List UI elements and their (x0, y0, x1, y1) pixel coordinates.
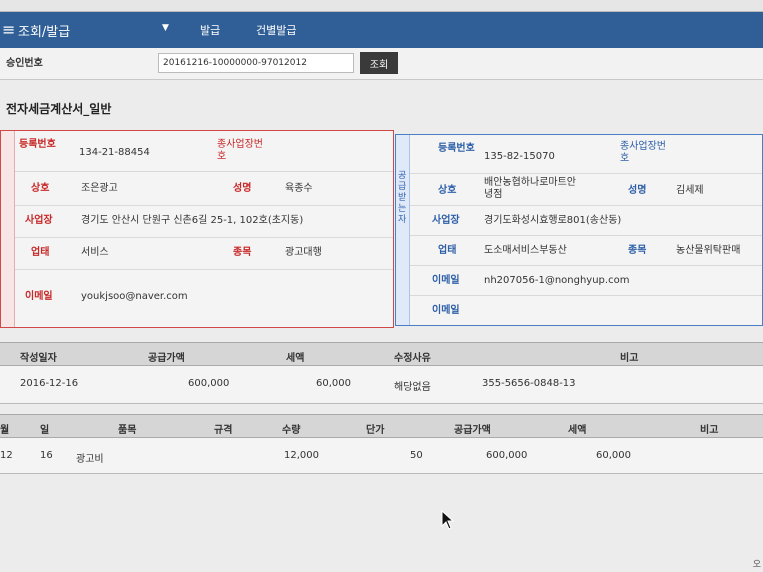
supplier-address: 경기도 안산시 단원구 신촌6길 25-1, 102호(초지동) (81, 215, 304, 226)
supplier-reg-no: 134-21-88454 (79, 147, 150, 158)
supplier-panel: 등록번호 134-21-88454 종사업장번호 상호 조은광고 성명 육종수 … (0, 130, 394, 328)
receiver-email: nh207056-1@nonghyup.com (484, 275, 630, 286)
summary-row: 2016-12-16 600,000 60,000 해당없음 355-5656-… (0, 366, 763, 404)
summary-tax: 60,000 (316, 378, 351, 389)
summary-note: 355-5656-0848-13 (482, 378, 576, 389)
receiver-address-label: 사업장 (432, 215, 460, 226)
supplier-side-strip (1, 131, 15, 327)
items-header-name: 품목 (118, 425, 137, 436)
supplier-address-label: 사업장 (25, 215, 53, 226)
supplier-item-label: 종목 (233, 247, 252, 258)
items-row: 12 16 광고비 12,000 50 600,000 60,000 (0, 438, 763, 474)
item-qty: 12,000 (284, 450, 319, 461)
summary-supply: 600,000 (188, 378, 230, 389)
summary-header-note: 비고 (620, 353, 639, 364)
items-header-note: 비고 (700, 425, 719, 436)
items-table: 월 일 품목 규격 수량 단가 공급가액 세액 비고 12 16 광고비 12,… (0, 414, 763, 474)
supplier-email-label: 이메일 (25, 291, 53, 302)
receiver-sub-biz-label: 종사업장번호 (620, 141, 666, 164)
approval-search-bar: 승인번호 조회 (0, 48, 763, 80)
receiver-name: 배안농협하나로마트안녕점 (484, 177, 576, 200)
supplier-type-label: 업태 (31, 247, 50, 258)
items-header-tax: 세액 (568, 425, 587, 436)
receiver-type: 도소매서비스부동산 (484, 245, 567, 256)
receiver-email2-label: 이메일 (432, 305, 460, 316)
approval-number-input[interactable] (158, 53, 354, 73)
dropdown-arrow-icon[interactable]: ▼ (162, 23, 169, 33)
nav-item-issue[interactable]: 발급 (200, 24, 221, 37)
supplier-owner-label: 성명 (233, 183, 252, 194)
item-tax: 60,000 (596, 450, 631, 461)
summary-header: 작성일자 공급가액 세액 수정사유 비고 (0, 342, 763, 366)
supplier-type: 서비스 (81, 247, 109, 258)
receiver-name-label: 상호 (438, 185, 457, 196)
nav-item-single-issue[interactable]: 건별발급 (256, 24, 297, 37)
receiver-panel: 공급받는자 등록번호 135-82-15070 종사업장번호 상호 배안농협하나… (395, 134, 763, 326)
supplier-email: youkjsoo@naver.com (81, 291, 188, 302)
summary-reason: 해당없음 (394, 382, 431, 393)
supplier-name-label: 상호 (31, 183, 50, 194)
supplier-sub-biz-label: 종사업장번호 (217, 139, 263, 162)
items-header: 월 일 품목 규격 수량 단가 공급가액 세액 비고 (0, 414, 763, 438)
items-header-month: 월 (0, 425, 10, 436)
summary-header-supply: 공급가액 (148, 353, 185, 364)
nav-title[interactable]: 조회/발급 (18, 25, 71, 40)
summary-header-date: 작성일자 (20, 353, 57, 364)
approval-number-label: 승인번호 (6, 58, 43, 69)
receiver-type-label: 업태 (438, 245, 457, 256)
receiver-email-label: 이메일 (432, 275, 460, 286)
items-header-supply: 공급가액 (454, 425, 491, 436)
items-header-qty: 수량 (282, 425, 301, 436)
supplier-item: 광고대행 (285, 247, 322, 258)
item-month: 12 (0, 450, 13, 461)
receiver-item: 농산물위탁판매 (676, 245, 741, 256)
receiver-title: 공급받는자 (398, 171, 407, 225)
top-navbar: ≡ 조회/발급 ▼ 발급 건별발급 (0, 12, 763, 48)
menu-icon[interactable]: ≡ (2, 20, 16, 39)
receiver-item-label: 종목 (628, 245, 647, 256)
receiver-owner: 김세제 (676, 185, 704, 196)
supplier-owner: 육종수 (285, 183, 313, 194)
supplier-name: 조은광고 (81, 183, 118, 194)
search-button[interactable]: 조회 (360, 52, 398, 74)
summary-table: 작성일자 공급가액 세액 수정사유 비고 2016-12-16 600,000 … (0, 342, 763, 404)
item-day: 16 (40, 450, 53, 461)
document-title: 전자세금계산서_일반 (6, 102, 112, 116)
supplier-reg-no-label: 등록번호 (19, 139, 56, 150)
receiver-reg-no-label: 등록번호 (438, 143, 475, 154)
item-price: 50 (410, 450, 423, 461)
items-header-day: 일 (40, 425, 50, 436)
receiver-reg-no: 135-82-15070 (484, 151, 555, 162)
summary-header-tax: 세액 (286, 353, 305, 364)
summary-date: 2016-12-16 (20, 378, 79, 389)
item-name: 광고비 (76, 454, 104, 465)
browser-strip (0, 0, 763, 12)
items-header-price: 단가 (366, 425, 385, 436)
corner-text: 오 (752, 560, 761, 570)
receiver-side-strip: 공급받는자 (396, 135, 410, 325)
receiver-address: 경기도화성시효행로801(송산동) (484, 215, 622, 226)
receiver-owner-label: 성명 (628, 185, 647, 196)
summary-header-reason: 수정사유 (394, 353, 431, 364)
mouse-cursor-icon (441, 510, 455, 530)
item-supply: 600,000 (486, 450, 528, 461)
items-header-spec: 규격 (214, 425, 233, 436)
